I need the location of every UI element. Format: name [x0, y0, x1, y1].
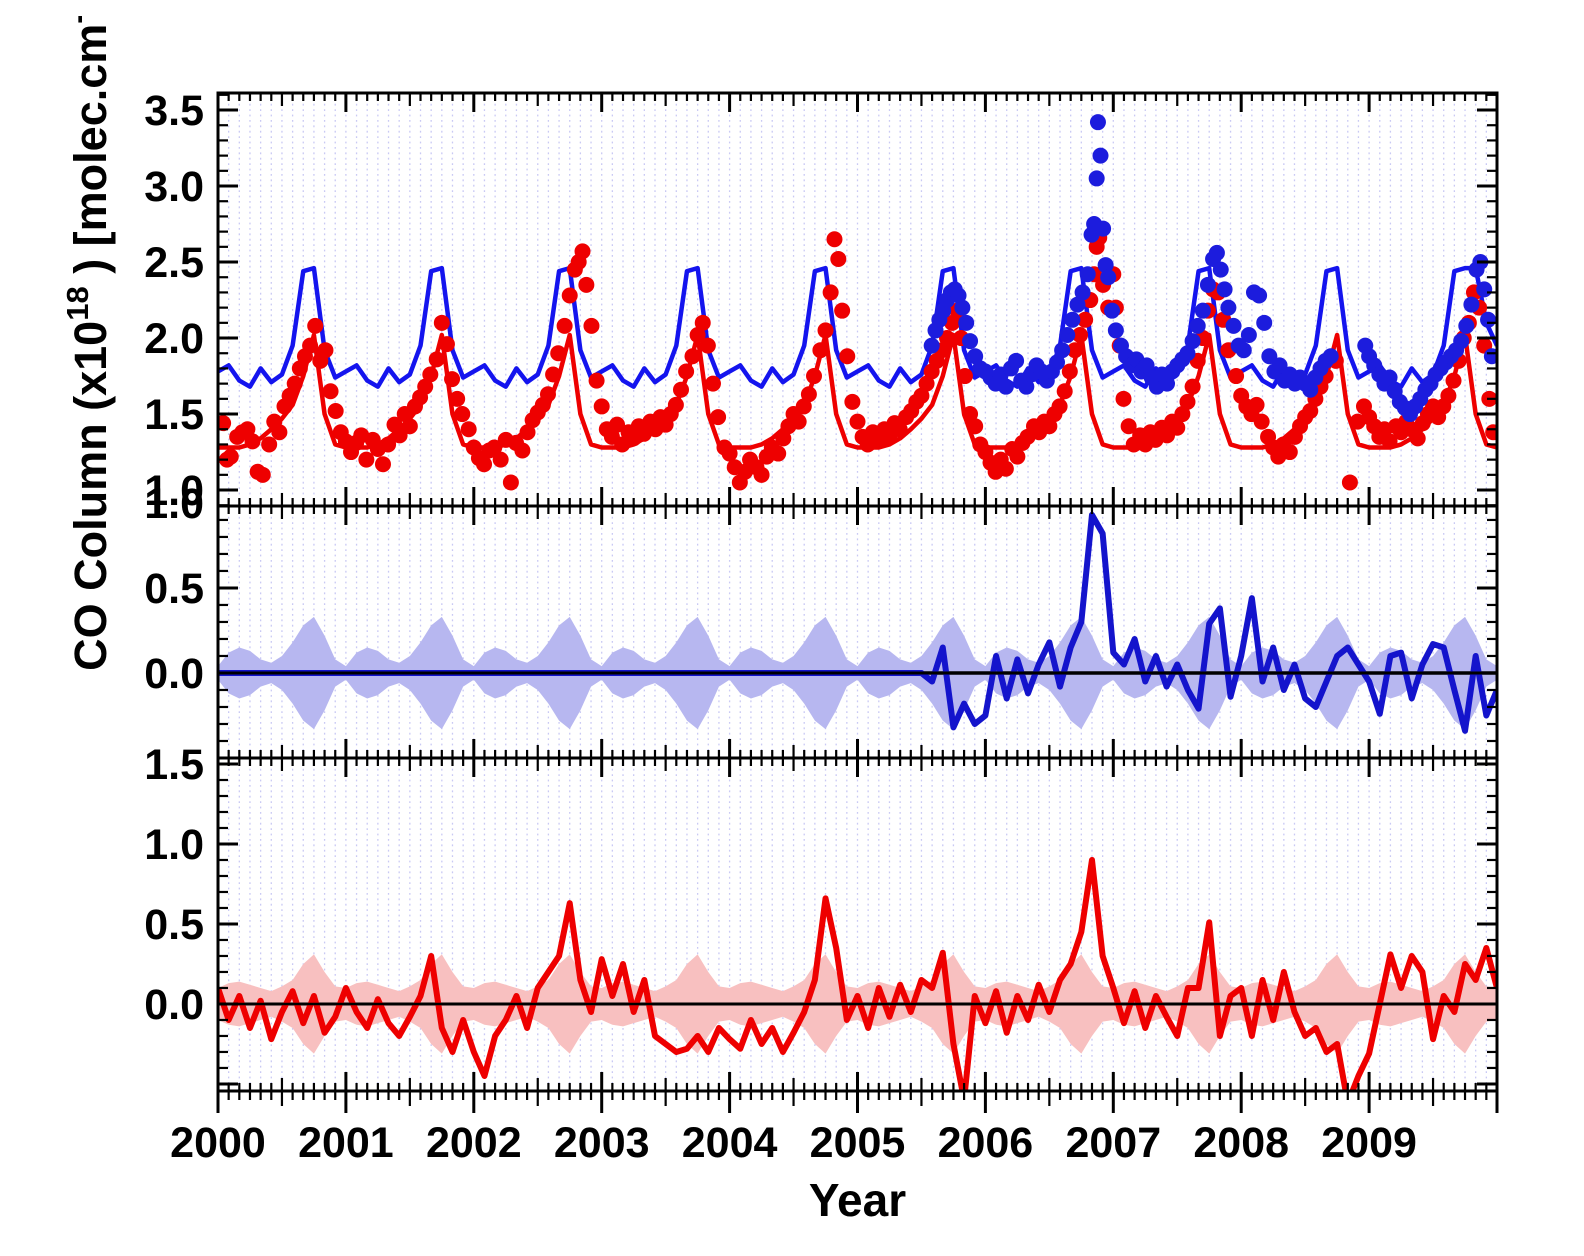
svg-text:1.0: 1.0 [144, 821, 204, 869]
svg-text:2005: 2005 [810, 1119, 906, 1167]
svg-text:2006: 2006 [938, 1119, 1034, 1167]
svg-text:2.5: 2.5 [144, 239, 204, 287]
svg-text:0.5: 0.5 [144, 901, 204, 949]
y-axis-title: CO Column (x1018 ) [molec.cm-2] [60, 16, 116, 671]
svg-text:2008: 2008 [1193, 1119, 1289, 1167]
y-tick-labels-residual-red: 0.0 0.5 1.0 1.5 [144, 741, 204, 1029]
svg-text:0.5: 0.5 [144, 565, 204, 613]
svg-text:2007: 2007 [1065, 1119, 1161, 1167]
svg-text:1.0: 1.0 [144, 480, 204, 528]
svg-text:3.0: 3.0 [144, 163, 204, 211]
x-axis [216, 1091, 1499, 1113]
svg-text:2003: 2003 [554, 1119, 650, 1167]
svg-text:0.0: 0.0 [144, 981, 204, 1029]
svg-text:2009: 2009 [1321, 1119, 1417, 1167]
svg-text:2004: 2004 [682, 1119, 778, 1167]
svg-text:2002: 2002 [426, 1119, 522, 1167]
y-tick-labels-residual-blue: 0.0 0.5 1.0 [144, 480, 204, 698]
panel-residual-red [218, 758, 1497, 1091]
svg-text:1.0: 1.0 [144, 467, 204, 515]
x-axis-title: Year [809, 1174, 906, 1226]
svg-text:0.0: 0.0 [144, 650, 204, 698]
x-tick-labels: 2000 2001 2002 2003 2004 2005 2006 2007 2008 2009 [170, 1119, 1417, 1167]
co-column-chart: 1.0 1.5 2.0 2.5 3.0 3.5 0.0 0.5 1.0 0.0 0.5 1.0 1.5 2… [40, 16, 1584, 1240]
red-residual-line [218, 856, 1497, 1091]
month-gridlines [228, 758, 1487, 1091]
panel-co-column [218, 93, 1497, 506]
svg-text:2001: 2001 [298, 1119, 394, 1167]
svg-text:1.5: 1.5 [144, 741, 204, 789]
panel-residual-blue [218, 506, 1497, 758]
blue-observations [923, 114, 1497, 423]
svg-text:3.5: 3.5 [144, 87, 204, 135]
co-timeseries-figure: 1.0 1.5 2.0 2.5 3.0 3.5 0.0 0.5 1.0 0.0 0.5 1.0 1.5 2… [40, 16, 1584, 1240]
svg-text:2.0: 2.0 [144, 315, 204, 363]
svg-text:2000: 2000 [170, 1119, 266, 1167]
svg-text:1.5: 1.5 [144, 391, 204, 439]
y-tick-labels-co-column: 1.0 1.5 2.0 2.5 3.0 3.5 [144, 87, 204, 515]
